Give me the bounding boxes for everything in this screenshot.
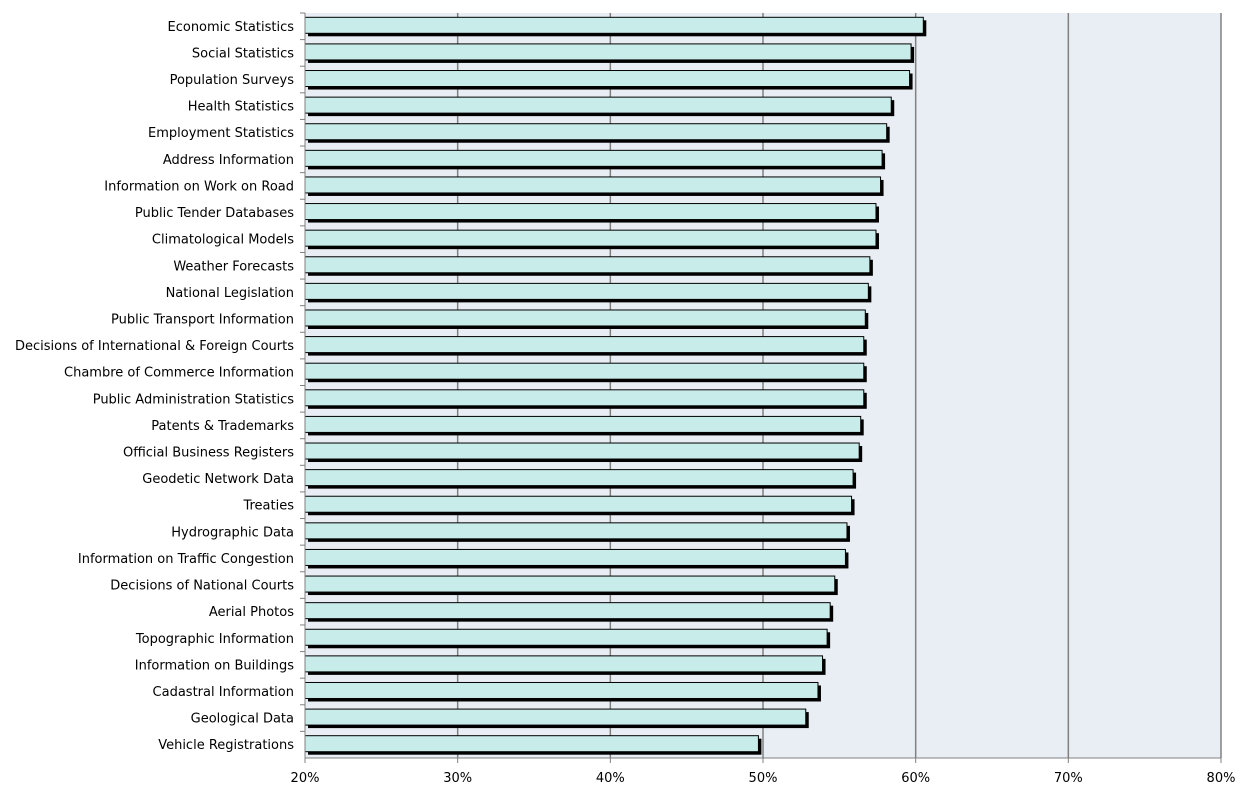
category-label: Cadastral Information (153, 685, 294, 700)
bar (304, 469, 854, 487)
category-label: Information on Buildings (135, 658, 294, 673)
category-label: Geodetic Network Data (142, 472, 294, 487)
category-label: Vehicle Registrations (158, 738, 294, 753)
category-label: Official Business Registers (123, 446, 294, 461)
category-label: Hydrographic Data (171, 525, 294, 540)
bar (304, 602, 831, 620)
category-label: Decisions of National Courts (110, 579, 294, 594)
bar (304, 708, 807, 726)
bar (304, 415, 862, 433)
bar (304, 309, 866, 327)
category-label: Topographic Information (135, 632, 294, 647)
category-label: Economic Statistics (168, 20, 295, 35)
category-label: National Legislation (166, 286, 294, 301)
category-label: Climatological Models (152, 233, 294, 248)
bar (304, 575, 836, 593)
bar (304, 628, 828, 646)
bar (304, 176, 882, 194)
x-tick-labels: 20% 30% 40% 50% 60% 70% 80% (291, 771, 1236, 786)
bar (304, 282, 869, 300)
category-label: Treaties (242, 499, 294, 514)
x-tick-label: 50% (749, 771, 778, 786)
axes (300, 12, 1222, 763)
bar (304, 123, 888, 141)
x-tick-label: 40% (596, 771, 625, 786)
bar (304, 96, 892, 114)
x-tick-label: 60% (901, 771, 930, 786)
bar (304, 522, 848, 540)
bar (304, 203, 877, 221)
x-tick-label: 70% (1054, 771, 1083, 786)
category-label: Public Tender Databases (135, 206, 294, 221)
category-label: Address Information (163, 153, 294, 168)
category-label: Patents & Trademarks (151, 419, 294, 434)
category-label: Population Surveys (170, 73, 295, 88)
bar (304, 16, 924, 34)
bar (304, 389, 865, 407)
category-label: Information on Traffic Congestion (78, 552, 294, 567)
bar (304, 43, 912, 61)
category-label: Information on Work on Road (104, 179, 294, 194)
bar (304, 442, 860, 460)
category-label: Decisions of International & Foreign Cou… (15, 339, 294, 354)
category-label: Chambre of Commerce Information (64, 366, 294, 381)
category-label: Geological Data (191, 712, 294, 727)
bar (304, 362, 865, 380)
bar (304, 229, 877, 247)
category-label: Social Statistics (192, 46, 294, 61)
bar (304, 256, 871, 274)
bar (304, 495, 853, 513)
bar (304, 149, 883, 167)
bar (304, 336, 865, 354)
category-label: Employment Statistics (148, 126, 294, 141)
x-tick-label: 30% (443, 771, 472, 786)
bar (304, 681, 819, 699)
category-label: Public Transport Information (111, 312, 294, 327)
bar (304, 735, 759, 753)
bars (304, 16, 927, 755)
category-label: Health Statistics (188, 100, 294, 115)
category-label: Weather Forecasts (173, 259, 294, 274)
x-tick-label: 80% (1207, 771, 1236, 786)
x-tick-label: 20% (291, 771, 320, 786)
category-labels: Economic Statistics Social Statistics Popu… (15, 20, 294, 753)
bar (304, 655, 824, 673)
category-label: Public Administration Statistics (93, 392, 295, 407)
bar (304, 70, 911, 88)
category-label: Aerial Photos (209, 605, 294, 620)
bar (304, 548, 846, 566)
